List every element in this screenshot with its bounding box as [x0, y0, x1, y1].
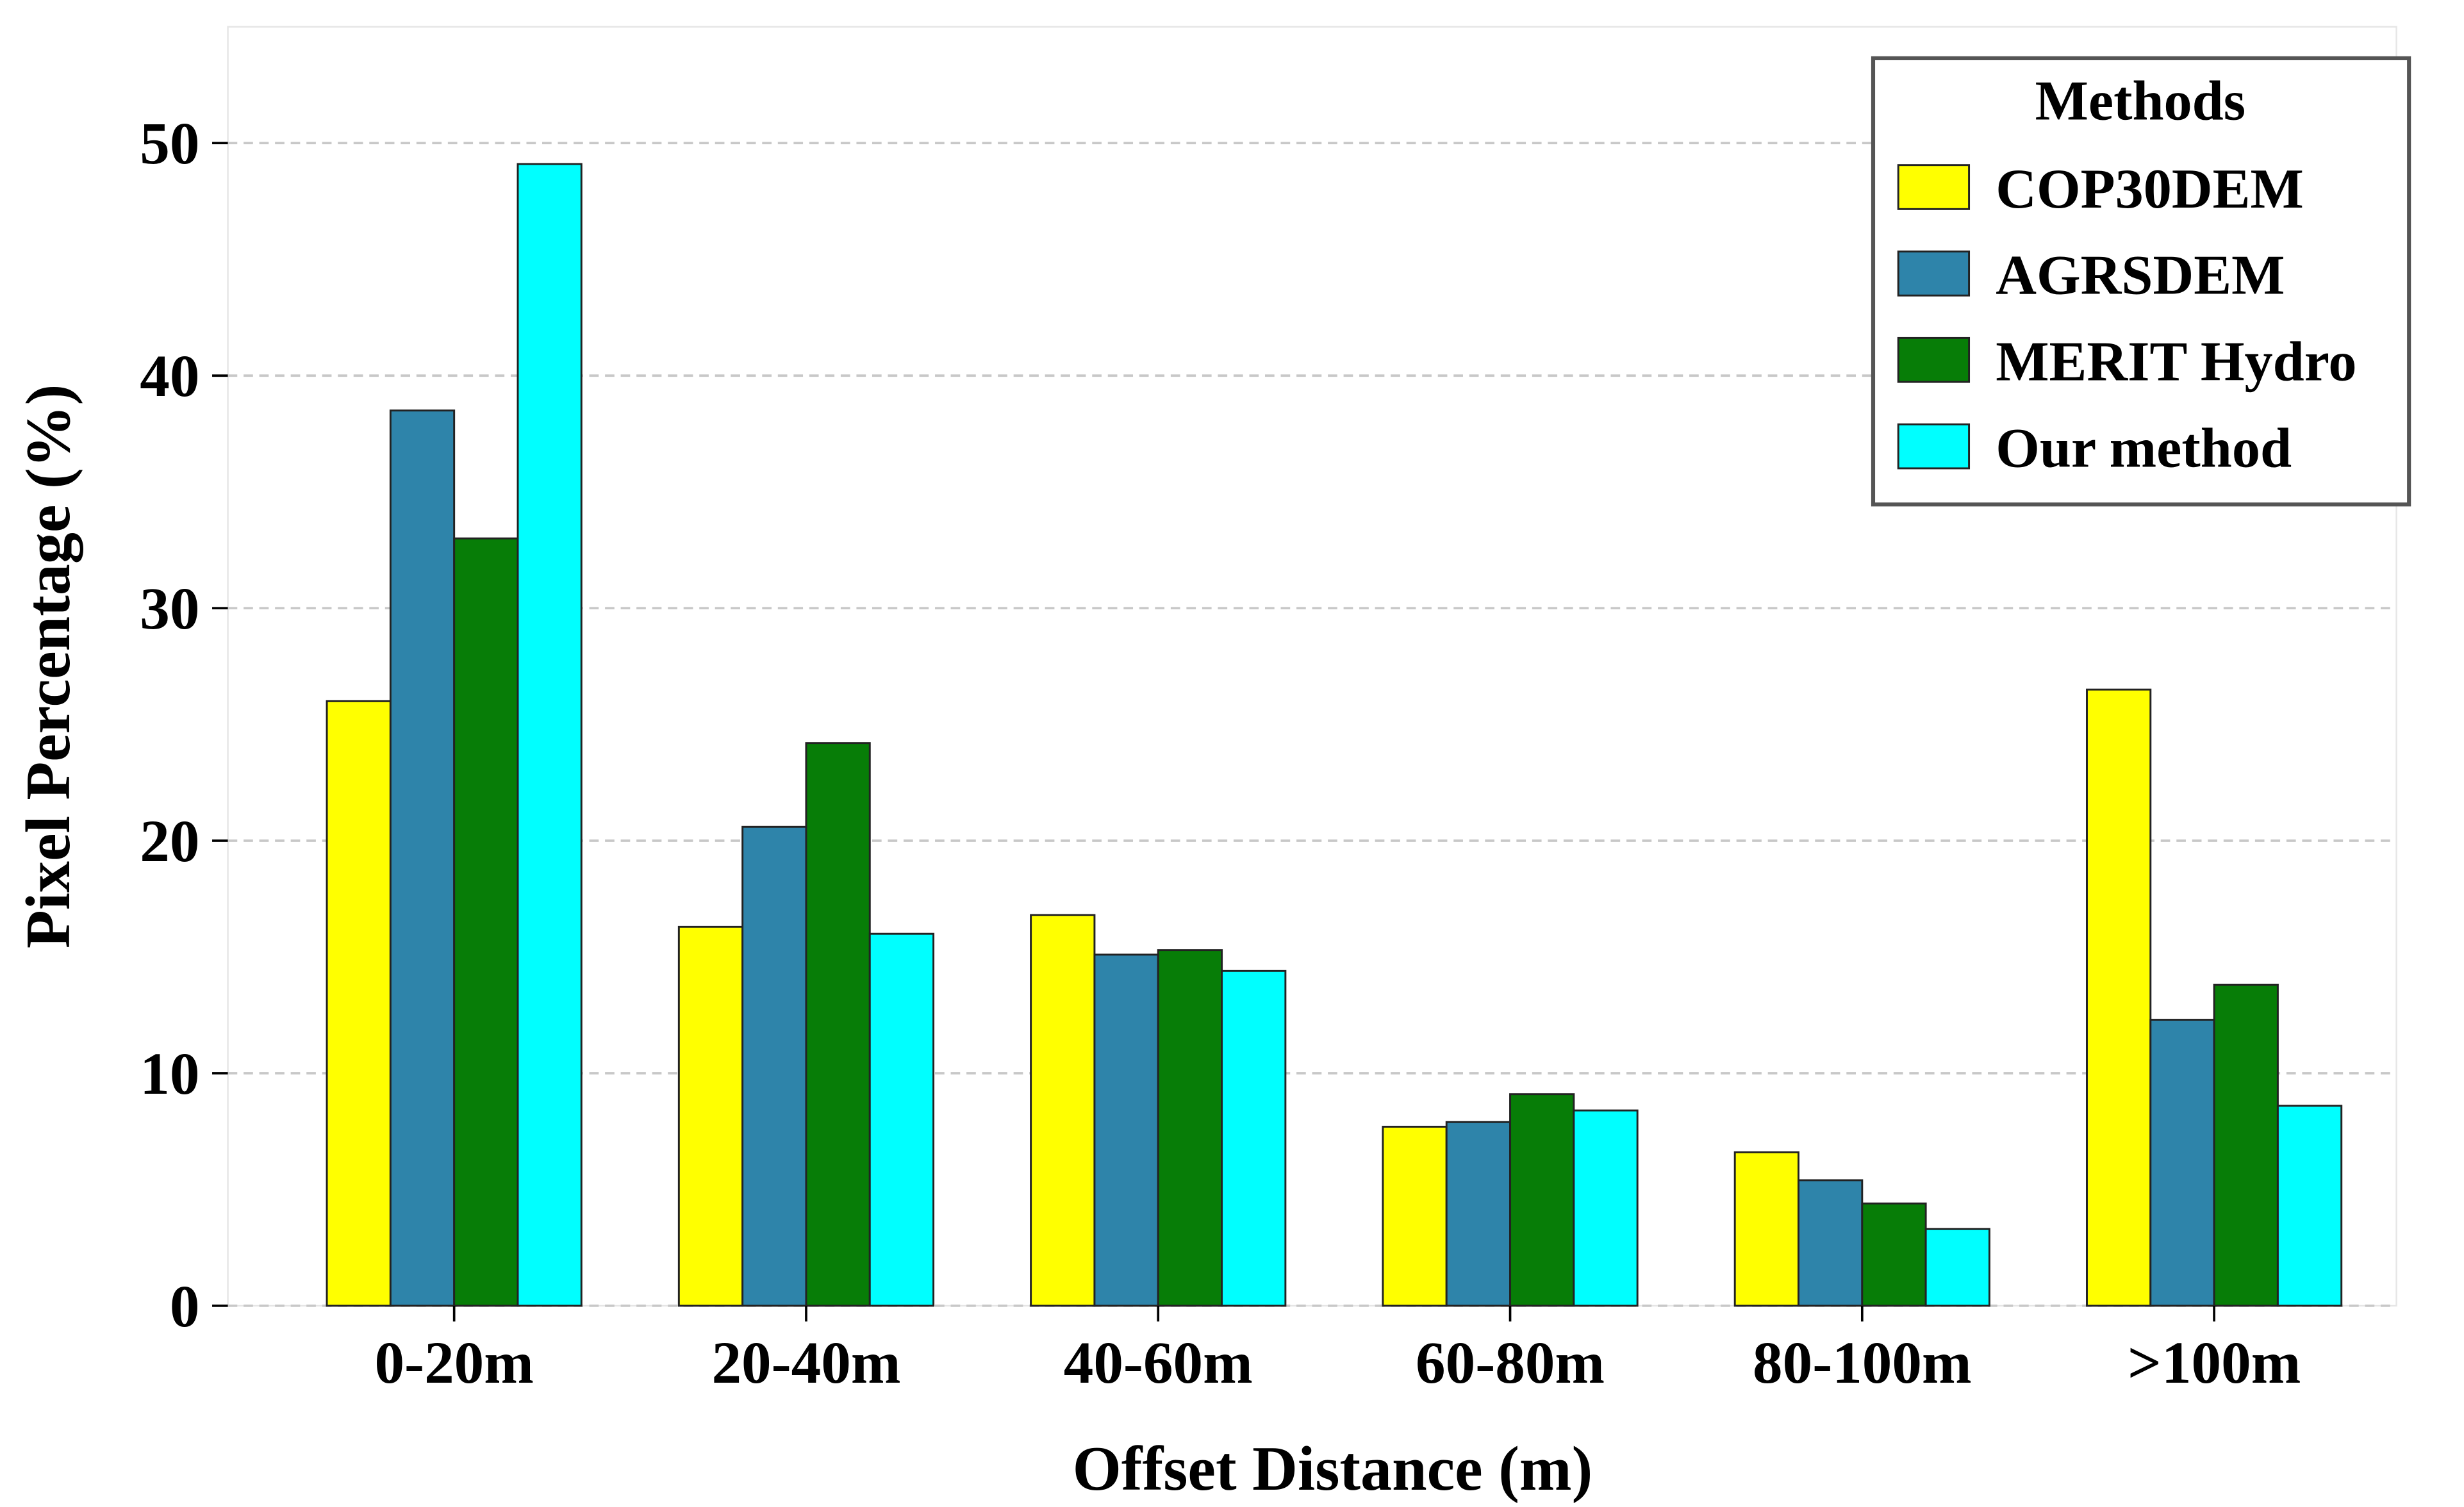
bar: [868, 932, 935, 1307]
bar: [1157, 949, 1223, 1307]
bar: [326, 700, 392, 1307]
bar: [1221, 969, 1287, 1307]
y-axis-label: Pixel Percentage (%): [14, 384, 83, 949]
y-tick-label: 20: [140, 809, 199, 875]
x-tick-label: 20-40m: [711, 1330, 900, 1396]
y-tick-label: 30: [140, 576, 199, 642]
bar: [389, 409, 456, 1307]
legend-swatch: [1897, 251, 1971, 297]
x-tick-label: 80-100m: [1753, 1330, 1972, 1396]
legend: Methods COP30DEM AGRSDEM MERIT Hydro Our met…: [1871, 56, 2411, 507]
bar: [1509, 1093, 1575, 1307]
bar: [453, 537, 519, 1307]
bar: [741, 825, 807, 1307]
bar: [677, 925, 744, 1307]
legend-label: Our method: [1996, 416, 2292, 479]
x-tick-label: 0-20m: [374, 1330, 533, 1396]
bar: [1798, 1179, 1864, 1307]
y-tick-label: 40: [140, 343, 199, 409]
legend-swatch: [1897, 423, 1971, 470]
bar: [1733, 1151, 1799, 1307]
bar: [1924, 1228, 1990, 1307]
y-tick-label: 50: [140, 111, 199, 177]
legend-swatch: [1897, 336, 1971, 383]
bar: [1573, 1109, 1639, 1307]
bar: [1030, 914, 1096, 1307]
bar: [1382, 1126, 1448, 1307]
bar: [805, 742, 871, 1307]
legend-swatch: [1897, 164, 1971, 210]
bar: [2213, 984, 2279, 1307]
legend-label: COP30DEM: [1996, 158, 2304, 220]
y-tick-label: 10: [140, 1041, 199, 1107]
bar: [1093, 953, 1159, 1307]
bar: [1445, 1121, 1512, 1307]
x-axis-label: Offset Distance (m): [1073, 1435, 1593, 1504]
x-tick-label: 40-60m: [1064, 1330, 1253, 1396]
x-tick-label: 60-80m: [1416, 1330, 1605, 1396]
bar: [2276, 1105, 2343, 1307]
bar: [2149, 1019, 2215, 1307]
x-tick-label: >100m: [2128, 1330, 2301, 1396]
legend-label: MERIT Hydro: [1996, 331, 2356, 393]
legend-title: Methods: [2035, 70, 2246, 133]
legend-label: AGRSDEM: [1996, 244, 2285, 307]
y-tick-label: 0: [170, 1274, 200, 1340]
bar: [2086, 688, 2152, 1307]
bar: [1861, 1202, 1927, 1307]
bar: [517, 163, 583, 1307]
